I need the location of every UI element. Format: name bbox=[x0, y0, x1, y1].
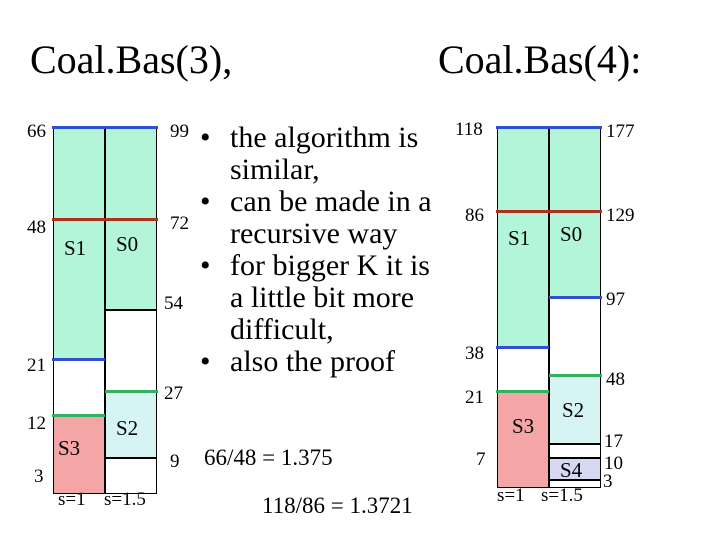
left-green-line-2 bbox=[105, 390, 158, 393]
left-tick-48: 48 bbox=[27, 217, 46, 238]
right-red-line bbox=[496, 210, 602, 213]
right-label-s4: S4 bbox=[560, 458, 583, 482]
right-white-block bbox=[549, 298, 601, 376]
right-axis-s1: s=1 bbox=[497, 485, 525, 506]
left-tick-66: 66 bbox=[27, 121, 46, 142]
bullet-text: for bigger K it is a little bit more dif… bbox=[230, 249, 430, 346]
left-label-s3: S3 bbox=[58, 436, 81, 460]
right-s3-block bbox=[497, 392, 549, 488]
right-green-line-2 bbox=[549, 374, 602, 377]
left-s1-block bbox=[53, 128, 105, 360]
right-s0-block bbox=[549, 128, 601, 298]
left-tick-27: 27 bbox=[164, 383, 183, 404]
left-bottom-block bbox=[105, 458, 157, 494]
left-tick-9: 9 bbox=[170, 451, 180, 472]
left-label-s1: S1 bbox=[64, 236, 87, 260]
right-blue-line bbox=[549, 296, 602, 299]
bullet-item: for bigger K it is a little bit more dif… bbox=[200, 250, 432, 346]
left-axis-s1: s=1 bbox=[58, 489, 86, 510]
right-gap2-block bbox=[549, 444, 601, 458]
left-green-line bbox=[52, 414, 105, 417]
right-tick-118: 118 bbox=[455, 119, 483, 140]
bullet-text: also the proof bbox=[230, 345, 395, 378]
right-label-s2: S2 bbox=[562, 398, 585, 422]
bullet-item: the algorithm is similar, bbox=[200, 122, 432, 186]
left-tick-72: 72 bbox=[170, 213, 189, 234]
right-tick-10: 10 bbox=[604, 453, 623, 474]
left-blue-line bbox=[52, 358, 105, 361]
left-tick-21: 21 bbox=[27, 355, 46, 376]
right-tick-3: 3 bbox=[603, 471, 613, 492]
bullet-list: the algorithm is similar, can be made in… bbox=[200, 122, 432, 379]
ratio-left: 66/48 = 1.375 bbox=[204, 445, 333, 470]
right-blue-line-2 bbox=[496, 346, 549, 349]
right-tick-129: 129 bbox=[606, 205, 635, 226]
right-s4-block bbox=[549, 458, 601, 480]
left-white-block bbox=[105, 310, 157, 392]
right-tick-38: 38 bbox=[465, 343, 484, 364]
right-s2-block bbox=[549, 376, 601, 444]
right-tick-17: 17 bbox=[604, 431, 623, 452]
right-label-s3: S3 bbox=[512, 414, 535, 438]
left-red-line bbox=[52, 218, 158, 221]
right-tick-7: 7 bbox=[476, 449, 486, 470]
right-gap-block bbox=[497, 348, 549, 392]
right-tick-48: 48 bbox=[606, 369, 625, 390]
right-tick-86: 86 bbox=[465, 205, 484, 226]
bullet-item: also the proof bbox=[200, 345, 432, 379]
left-s3-block bbox=[53, 416, 105, 494]
right-bottom-block bbox=[549, 480, 601, 488]
left-tick-3: 3 bbox=[34, 466, 44, 487]
left-label-s0: S0 bbox=[116, 232, 139, 256]
ratio-right: 118/86 = 1.3721 bbox=[262, 493, 413, 518]
right-green-line bbox=[496, 390, 549, 393]
right-label-s1: S1 bbox=[508, 226, 531, 250]
left-gap-block bbox=[53, 360, 105, 416]
right-axis-s15: s=1.5 bbox=[541, 485, 583, 506]
right-title: Coal.Bas(4): bbox=[438, 37, 642, 82]
left-label-s2: S2 bbox=[116, 416, 139, 440]
left-tick-99: 99 bbox=[170, 121, 189, 142]
bullet-text: the algorithm is similar, bbox=[230, 121, 419, 186]
left-tick-12: 12 bbox=[27, 413, 46, 434]
bullet-text: can be made in a recursive way bbox=[230, 185, 432, 250]
bullet-item: can be made in a recursive way bbox=[200, 186, 432, 250]
left-tick-54: 54 bbox=[164, 293, 183, 314]
right-tick-97: 97 bbox=[606, 289, 625, 310]
left-axis-s15: s=1.5 bbox=[104, 489, 146, 510]
left-top-line bbox=[52, 126, 158, 129]
right-s1-block bbox=[497, 128, 549, 348]
right-tick-177: 177 bbox=[606, 121, 635, 142]
left-title: Coal.Bas(3), bbox=[30, 37, 233, 82]
right-top-line bbox=[496, 126, 602, 129]
right-label-s0: S0 bbox=[560, 222, 583, 246]
right-tick-21: 21 bbox=[465, 387, 484, 408]
